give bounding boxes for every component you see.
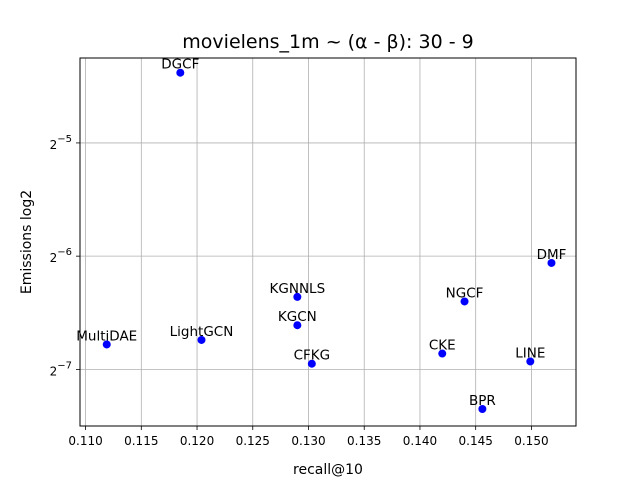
x-axis-ticks: 0.110 0.115 0.120 0.125 0.130 0.135 0.140 0.145… — [68, 426, 549, 448]
point-label-lightgcn: LightGCN — [170, 324, 234, 340]
x-tick-label: 0.135 — [347, 434, 381, 448]
data-point-kgnnls — [293, 292, 302, 301]
x-tick-label: 0.120 — [180, 434, 214, 448]
x-tick-label: 0.115 — [124, 434, 158, 448]
y-tick-label: 2−6 — [50, 247, 72, 265]
x-tick-label: 0.130 — [291, 434, 325, 448]
point-label-line: LINE — [515, 345, 545, 361]
y-tick-label: 2−5 — [50, 134, 72, 152]
point-label-cfkg: CFKG — [294, 348, 331, 364]
point-label-kgcn: KGCN — [278, 309, 317, 325]
point-label-dgcf: DGCF — [161, 57, 199, 73]
x-tick-label: 0.125 — [236, 434, 270, 448]
x-tick-label: 0.140 — [403, 434, 437, 448]
y-axis-title: Emissions log2 — [19, 190, 35, 294]
point-label-kgnnls: KGNNLS — [270, 281, 326, 297]
data-point-ngcf — [460, 297, 469, 306]
data-point-cke — [438, 349, 447, 358]
plot-area — [79, 57, 577, 427]
point-label-cke: CKE — [429, 338, 456, 354]
x-tick-label: 0.145 — [459, 434, 493, 448]
y-axis-ticks: 2−5 2−6 2−7 — [50, 134, 80, 378]
data-points: DGCF DMF KGNNLS NGCF KGCN LightGCN MultiDAE CKE… — [76, 57, 567, 414]
data-point-kgcn — [293, 321, 302, 330]
data-point-dgcf — [176, 68, 185, 77]
x-tick-label: 0.110 — [68, 434, 102, 448]
point-label-ngcf: NGCF — [446, 285, 484, 301]
point-label-multidae: MultiDAE — [76, 328, 137, 344]
data-point-multidae — [102, 340, 111, 349]
grid-lines — [80, 58, 576, 426]
data-point-lightgcn — [197, 335, 206, 344]
data-point-cfkg — [307, 359, 316, 368]
point-label-bpr: BPR — [469, 393, 496, 409]
data-point-line — [526, 357, 535, 366]
point-label-dmf: DMF — [537, 247, 567, 263]
x-axis-title: recall@10 — [293, 462, 363, 478]
data-point-bpr — [478, 405, 487, 414]
x-tick-label: 0.150 — [514, 434, 548, 448]
chart-title: movielens_1m ~ (α - β): 30 - 9 — [182, 31, 473, 53]
y-tick-label: 2−7 — [50, 360, 72, 378]
data-point-dmf — [547, 258, 556, 267]
